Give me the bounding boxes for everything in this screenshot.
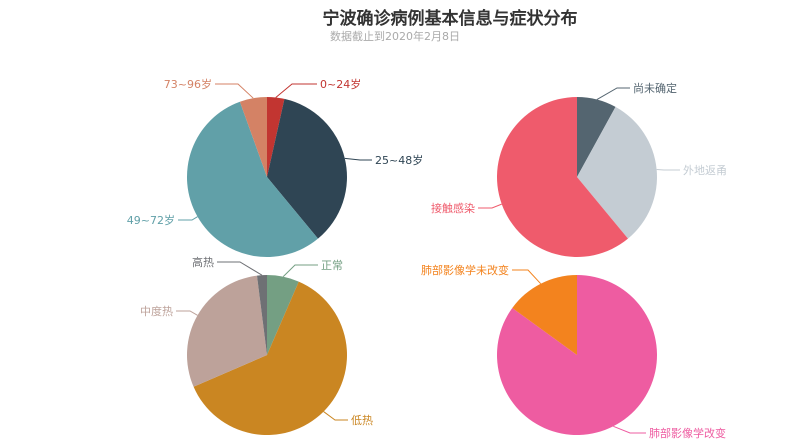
pie-chart-1: 0~24岁 25~48岁 49~72岁 73~96岁	[127, 77, 423, 258]
label-leader-line	[613, 425, 646, 434]
chart-title: 宁波确诊病例基本信息与症状分布	[322, 9, 578, 29]
pie-slice[interactable]	[497, 275, 658, 435]
label-leader-line	[282, 264, 318, 278]
pie-slice[interactable]	[187, 275, 267, 387]
slice-label: 外地返甬	[683, 164, 727, 177]
pie-slice[interactable]	[267, 275, 299, 355]
slice-label: 中度热	[140, 304, 173, 318]
label-leader-line	[478, 203, 502, 209]
label-leader-line	[215, 83, 254, 99]
slice-label: 低热	[351, 414, 373, 427]
label-leader-line	[178, 216, 198, 221]
slice-label: 0~24岁	[320, 77, 361, 91]
slice-label: 73~96岁	[164, 77, 212, 91]
pie-slice[interactable]	[577, 97, 616, 177]
pie-slice[interactable]	[267, 98, 347, 239]
pie-slice[interactable]	[256, 275, 267, 355]
label-leader-line	[176, 310, 198, 316]
slice-label: 肺部影像学改变	[649, 426, 726, 440]
label-leader-line	[275, 83, 317, 98]
slice-label: 正常	[321, 259, 343, 272]
slice-label: 接触感染	[431, 201, 475, 215]
pie-slice[interactable]	[512, 275, 577, 355]
label-leader-line	[656, 168, 680, 171]
pie-slice[interactable]	[267, 97, 285, 177]
label-leader-line	[217, 261, 263, 276]
label-leader-line	[512, 269, 542, 285]
pie-slice[interactable]	[239, 97, 267, 177]
label-leader-line	[596, 87, 630, 100]
slice-label: 高热	[192, 255, 214, 269]
pie-slice[interactable]	[496, 97, 628, 257]
label-leader-line	[323, 411, 348, 421]
slice-label: 49~72岁	[127, 213, 175, 227]
pie-slice[interactable]	[193, 281, 348, 436]
slice-label: 肺部影像学未改变	[421, 263, 509, 277]
label-leader-line	[344, 157, 372, 161]
slice-label: 尚未确定	[633, 81, 677, 95]
pie-slice[interactable]	[577, 106, 657, 239]
pie-slice[interactable]	[186, 101, 318, 258]
slice-label: 25~48岁	[375, 153, 423, 167]
chart-subtitle: 数据截止到2020年2月8日	[330, 30, 460, 43]
pie-chart-4: 肺部影像学改变 肺部影像学未改变	[421, 263, 726, 440]
